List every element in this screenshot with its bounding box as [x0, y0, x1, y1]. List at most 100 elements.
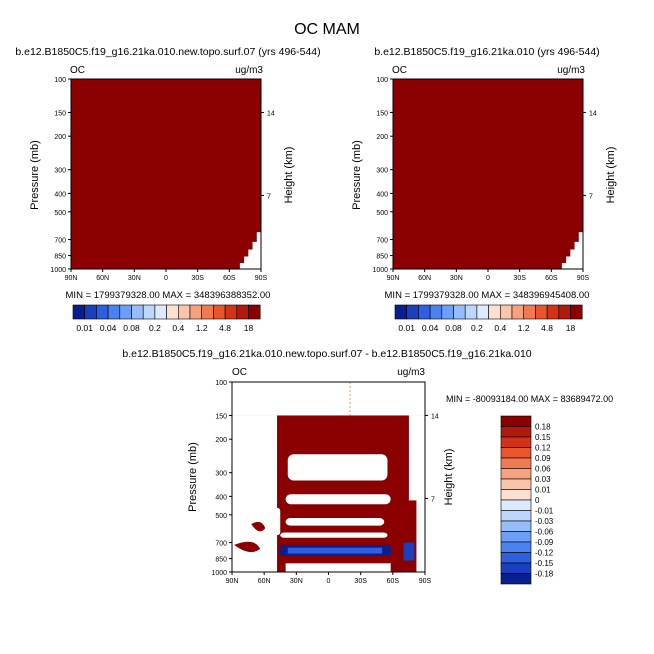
diff-zero-region	[416, 415, 425, 572]
y-tick-label: 100	[54, 77, 66, 84]
colorbar-box	[558, 304, 571, 320]
y-tick-label: 850	[54, 254, 66, 261]
colorbar-box	[500, 457, 532, 469]
x-tick-label: 90N	[226, 578, 239, 585]
colorbar-label: 0.01	[398, 323, 415, 333]
x-tick-label: 0	[164, 275, 168, 282]
panel-units: ug/m3	[235, 65, 263, 76]
y-tick-label: 150	[376, 110, 388, 117]
y-tick-label: 100	[376, 77, 388, 84]
y-tick-label: 200	[54, 134, 66, 141]
colorbar-box	[500, 478, 532, 490]
x-tick-label: 30S	[513, 275, 526, 282]
diff-zero-region	[280, 532, 388, 538]
x-tick-label: 30S	[191, 275, 204, 282]
x-tick-label: 90S	[255, 275, 268, 282]
colorbar-label: 0.2	[471, 323, 483, 333]
x-tick-label: 60S	[545, 275, 558, 282]
colorbar-box	[535, 304, 548, 320]
panel-title: b.e12.B1850C5.f19_g16.21ka.010.new.topo.…	[122, 348, 531, 360]
colorbar-box	[394, 304, 407, 320]
y-tick-label: 1000	[372, 267, 388, 274]
panel-title: b.e12.B1850C5.f19_g16.21ka.010.new.topo.…	[15, 46, 320, 58]
colorbar-label: 0.4	[172, 323, 184, 333]
colorbar-box	[453, 304, 466, 320]
colorbar-box	[201, 304, 214, 320]
colorbar-label: 0	[535, 496, 540, 505]
x-tick-label: 0	[486, 275, 490, 282]
diff-zero-region	[285, 563, 391, 572]
filled-contour-field	[393, 79, 583, 269]
y-tick-label: 200	[376, 134, 388, 141]
x-tick-label: 60N	[258, 578, 271, 585]
colorbar-label: -0.18	[535, 570, 554, 579]
y-tick-label: 300	[54, 168, 66, 175]
x-tick-label: 90N	[387, 275, 400, 282]
colorbar-box	[500, 436, 532, 448]
colorbar-box	[500, 489, 532, 501]
colorbar-label: 0.4	[494, 323, 506, 333]
y-tick-label: 150	[215, 413, 227, 420]
panel-left-label: OC	[392, 65, 407, 76]
colorbar-box	[142, 304, 156, 320]
colorbar-box	[500, 447, 532, 459]
colorbar-box	[500, 573, 532, 585]
colorbar-box	[406, 304, 419, 320]
colorbar-label: 4.8	[541, 323, 553, 333]
colorbar-label: -0.09	[535, 538, 554, 547]
colorbar-box	[131, 304, 144, 320]
colorbar-box	[500, 468, 532, 480]
colorbar-box	[429, 304, 443, 320]
x-tick-label: 30N	[128, 275, 141, 282]
colorbar-box	[500, 552, 532, 564]
x-tick-label: 60N	[418, 275, 431, 282]
colorbar-label: 0.04	[422, 323, 439, 333]
colorbar-label: 0.03	[535, 475, 551, 484]
colorbar-box	[464, 304, 478, 320]
colorbar-box	[84, 304, 97, 320]
colorbar-box	[570, 304, 583, 320]
y-tick-label: 1000	[211, 570, 227, 577]
y-axis-label: Pressure (mb)	[29, 140, 41, 210]
figure-title: OC MAM	[294, 21, 360, 38]
colorbar-label: 0.06	[535, 465, 551, 474]
panel-title: b.e12.B1850C5.f19_g16.21ka.010 (yrs 496-…	[374, 46, 599, 58]
colorbar-label: 18	[244, 323, 254, 333]
y-axis-label: Pressure (mb)	[187, 442, 199, 512]
colorbar-box	[107, 304, 121, 320]
y-tick-label: 500	[376, 210, 388, 217]
colorbar-box	[523, 304, 536, 320]
filled-contour-field	[71, 79, 261, 269]
colorbar-box	[178, 304, 191, 320]
colorbar-label: 0.18	[535, 423, 551, 432]
diff-zero-region	[287, 454, 388, 481]
y-tick-label: 300	[215, 471, 227, 478]
diff-positive-patch	[251, 521, 266, 532]
x-tick-label: 30S	[354, 578, 367, 585]
colorbar-box	[488, 304, 501, 320]
colorbar-box	[224, 304, 238, 320]
colorbar-box	[96, 304, 109, 320]
y-right-tick-label: 7	[267, 193, 271, 200]
y-tick-label: 500	[54, 210, 66, 217]
colorbar-box	[213, 304, 226, 320]
colorbar-box	[546, 304, 560, 320]
colorbar-label: 0.08	[445, 323, 462, 333]
colorbar-box	[72, 304, 85, 320]
panel-left-label: OC	[70, 65, 85, 76]
y-tick-label: 400	[54, 191, 66, 198]
colorbar-label: 1.2	[518, 323, 530, 333]
y-right-tick-label: 14	[431, 413, 439, 420]
colorbar-label: -0.01	[535, 507, 554, 516]
colorbar-label: 0.09	[535, 454, 551, 463]
y-tick-label: 700	[376, 238, 388, 245]
y-right-tick-label: 7	[589, 193, 593, 200]
colorbar-box	[500, 510, 532, 522]
colorbar-box	[189, 304, 202, 320]
y-axis-label-right: Height (km)	[283, 147, 295, 204]
diff-negative-core	[287, 547, 383, 554]
y-axis-label: Pressure (mb)	[351, 140, 363, 210]
y-tick-label: 200	[215, 437, 227, 444]
colorbar-label: 0.2	[149, 323, 161, 333]
